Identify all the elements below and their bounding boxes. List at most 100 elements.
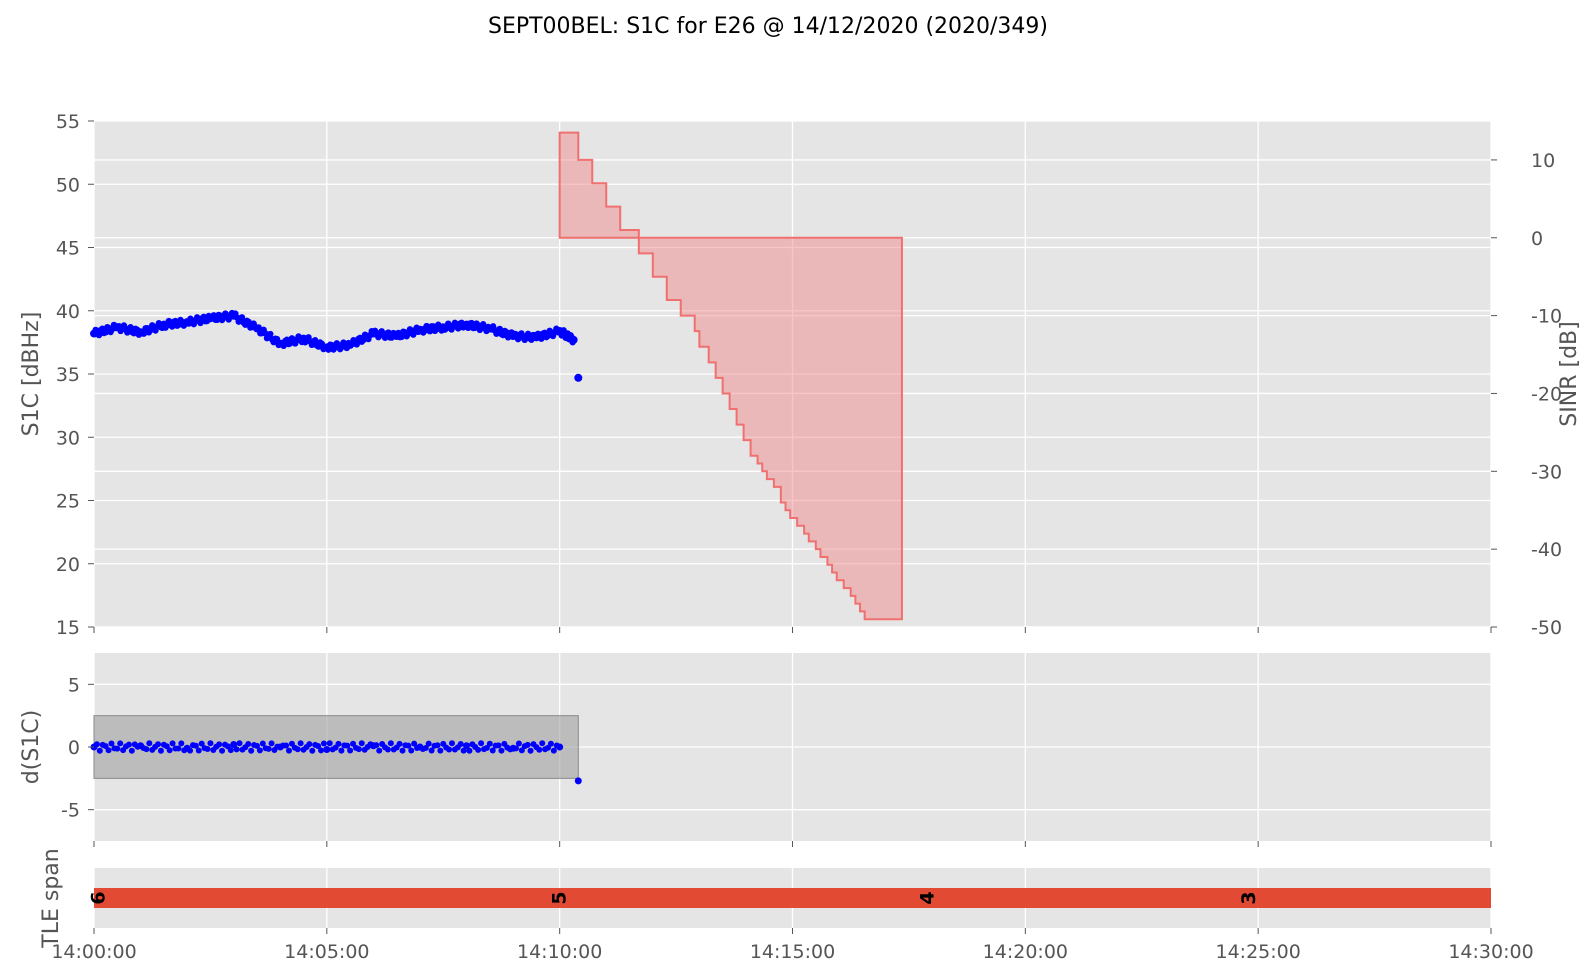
s1c-point — [496, 325, 503, 333]
ds1c-point — [207, 740, 214, 747]
y-tick-label: 5 — [68, 674, 80, 696]
ds1c-point — [320, 740, 327, 747]
ds1c-point — [446, 746, 453, 753]
s1c-point — [134, 326, 141, 333]
sinr-area — [558, 131, 903, 621]
y-tick-label: 25 — [56, 491, 80, 513]
ds1c-point — [524, 741, 531, 748]
ds1c-point — [437, 747, 444, 754]
ds1c-point — [550, 747, 557, 754]
ds1c-point — [457, 740, 464, 747]
ds1c-point — [297, 740, 304, 747]
ds1c-point — [466, 747, 473, 754]
x-tick-label: 14:25:00 — [1215, 941, 1300, 963]
ds1c-point — [169, 740, 176, 747]
s1c-point — [311, 337, 319, 344]
ds1c-point — [355, 746, 362, 753]
ds1c-point — [306, 741, 313, 748]
ds1c-point — [128, 747, 135, 754]
s1c-point — [569, 339, 576, 346]
ds1c-point — [463, 742, 471, 750]
ds1c-point — [495, 742, 502, 749]
ds1c-point — [105, 747, 112, 754]
x-tick-label: 14:20:00 — [983, 941, 1068, 963]
y-tick-label: 40 — [56, 301, 80, 323]
ds1c-point — [553, 742, 560, 749]
s1c-point — [398, 333, 405, 341]
ds1c-point — [96, 747, 103, 754]
ds1c-point — [405, 742, 412, 749]
ds1c-point — [253, 742, 260, 749]
y-tick-label: 30 — [56, 427, 80, 449]
ds1c-point — [335, 740, 342, 747]
s1c-point — [255, 324, 262, 331]
ds1c-point — [187, 747, 194, 754]
ds1c-point — [425, 740, 432, 747]
y-tick-label: 35 — [56, 364, 80, 386]
s1c-point — [325, 346, 332, 353]
ds1c-point — [434, 742, 441, 749]
s1c-point — [343, 344, 350, 352]
ds1c-point — [483, 744, 490, 751]
y-tick-label: 15 — [56, 617, 80, 639]
y2-tick-label: 10 — [1531, 150, 1555, 172]
ds1c-point — [216, 741, 223, 748]
ds1c-point — [448, 740, 455, 747]
ds1c-point — [248, 747, 255, 754]
s1c-point — [273, 335, 281, 343]
ds1c-point — [344, 742, 351, 749]
ds1c-point — [399, 747, 406, 754]
ds1c-point — [358, 740, 365, 747]
y-tick-label: 50 — [56, 174, 80, 196]
s1c-point — [574, 373, 583, 382]
y2-tick-label: -50 — [1531, 617, 1562, 639]
ds1c-point — [268, 740, 275, 747]
s1c-point — [353, 341, 360, 348]
s1c-point — [568, 334, 575, 341]
ds1c-point — [146, 740, 153, 747]
y2-tick-label: -10 — [1531, 306, 1562, 328]
ds1c-point — [396, 740, 403, 747]
tle-marker-label: 5 — [549, 891, 571, 904]
ds1c-point — [384, 746, 391, 753]
ds1c-point — [157, 747, 164, 754]
ds1c-point — [283, 742, 290, 749]
ds1c-point — [178, 740, 185, 747]
ds1c-point — [376, 747, 383, 754]
s1c-point — [95, 331, 103, 339]
x-tick-label: 14:05:00 — [284, 941, 369, 963]
s1c-point — [203, 317, 211, 325]
ds1c-point — [259, 740, 266, 747]
s1c-point — [426, 327, 434, 335]
ds1c-point — [245, 741, 252, 748]
x-tick-label: 14:30:00 — [1448, 941, 1533, 963]
ds1c-point — [513, 745, 520, 752]
ds1c-point — [475, 746, 482, 753]
ds1c-point — [338, 747, 345, 754]
y2-tick-label: 0 — [1531, 228, 1543, 250]
y-axis-label-s1c: S1C [dBHz] — [19, 312, 44, 437]
ds1c-point — [460, 747, 467, 754]
ds1c-point — [422, 744, 429, 751]
ds1c-point — [143, 746, 150, 753]
ds1c-point — [547, 740, 554, 747]
ds1c-point — [294, 746, 301, 753]
s1c-point — [538, 335, 545, 342]
ds1c-point — [367, 741, 374, 748]
ds1c-point — [125, 741, 132, 748]
ds1c-point — [93, 741, 100, 748]
y-axis-label-sinr: SINR [dB] — [1557, 321, 1582, 426]
ds1c-point — [498, 747, 505, 754]
s1c-point — [140, 330, 148, 337]
ds1c-point — [507, 746, 514, 753]
ds1c-point — [134, 743, 141, 750]
ds1c-point — [574, 777, 582, 785]
ds1c-point — [326, 740, 333, 747]
y-axis-label-tle: TLE span — [39, 848, 64, 948]
ds1c-point — [536, 746, 543, 753]
tle-span-bar — [94, 888, 1491, 908]
s1c-point — [127, 324, 134, 331]
y-tick-label: 20 — [56, 554, 80, 576]
ds1c-point — [347, 747, 354, 754]
